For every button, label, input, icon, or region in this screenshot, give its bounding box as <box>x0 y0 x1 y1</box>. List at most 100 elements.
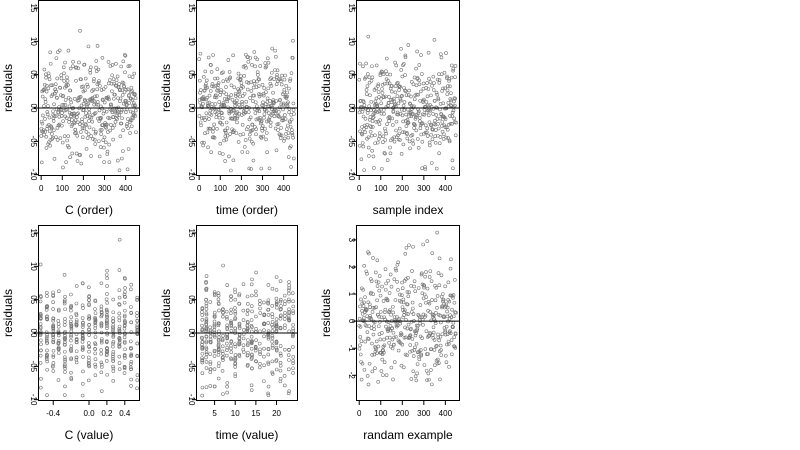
data-point <box>51 116 56 121</box>
data-point <box>287 307 291 312</box>
data-point <box>288 120 292 125</box>
data-point <box>406 107 410 112</box>
data-point <box>69 376 74 380</box>
data-point <box>431 330 436 335</box>
data-point <box>250 293 254 298</box>
data-point <box>263 102 268 106</box>
data-point <box>451 293 456 297</box>
data-point <box>200 317 205 322</box>
data-point <box>433 140 438 145</box>
data-point <box>359 157 364 162</box>
data-point <box>372 166 376 170</box>
data-point <box>453 133 458 138</box>
data-point <box>216 301 221 305</box>
data-point <box>437 141 442 146</box>
data-point <box>47 77 52 82</box>
data-point <box>451 314 456 319</box>
data-point <box>291 101 296 106</box>
y-tick-label: -2 <box>347 372 356 380</box>
data-point <box>390 326 394 330</box>
data-point <box>200 116 204 121</box>
data-point <box>120 88 125 93</box>
data-point <box>436 122 440 126</box>
data-point <box>413 374 418 379</box>
data-point <box>414 128 419 133</box>
data-point <box>111 77 116 81</box>
x-tick-label: 0 <box>357 184 362 193</box>
data-point <box>402 130 407 135</box>
data-point <box>130 98 135 102</box>
data-point <box>263 61 268 65</box>
data-point <box>94 59 99 63</box>
data-point <box>55 96 59 100</box>
data-point <box>376 84 380 88</box>
data-point <box>238 94 242 99</box>
data-point <box>245 343 250 347</box>
data-point <box>435 230 439 235</box>
data-point <box>417 78 421 83</box>
data-point <box>452 300 457 305</box>
data-point <box>204 385 209 389</box>
data-point <box>448 84 452 89</box>
data-point <box>51 318 55 323</box>
data-point <box>402 310 407 314</box>
data-point <box>82 62 87 67</box>
data-point <box>420 121 425 125</box>
data-point <box>394 334 398 339</box>
data-point <box>87 125 92 130</box>
data-point <box>424 295 428 299</box>
data-point <box>221 333 225 338</box>
data-point <box>224 85 228 89</box>
data-point <box>379 369 384 373</box>
data-point <box>364 307 368 311</box>
data-point <box>386 320 391 324</box>
data-point <box>255 70 260 75</box>
data-point <box>408 101 412 106</box>
data-point <box>291 309 295 313</box>
data-point <box>200 328 205 332</box>
data-point <box>217 321 221 326</box>
data-point <box>277 114 282 119</box>
data-point <box>245 105 249 109</box>
data-point <box>278 316 283 321</box>
data-point <box>216 353 221 357</box>
data-point <box>223 159 227 163</box>
data-point <box>369 317 374 321</box>
data-point <box>364 308 368 313</box>
data-point <box>69 100 73 105</box>
data-point <box>391 310 396 315</box>
data-point <box>99 348 104 352</box>
data-point <box>105 292 109 296</box>
data-point <box>453 103 457 108</box>
data-point <box>235 116 239 121</box>
data-point <box>270 320 275 324</box>
data-point <box>244 65 248 70</box>
data-point <box>205 101 210 106</box>
data-point <box>99 321 104 325</box>
data-point <box>411 306 415 311</box>
data-point <box>223 130 228 135</box>
data-point <box>87 317 91 321</box>
data-point <box>212 293 217 298</box>
data-point <box>202 88 207 93</box>
data-point <box>406 322 411 327</box>
data-point <box>212 325 217 329</box>
data-point <box>245 323 250 328</box>
data-point <box>204 366 209 370</box>
data-point <box>403 308 407 312</box>
data-point <box>259 119 263 124</box>
data-point <box>235 120 239 125</box>
data-point <box>123 290 127 294</box>
data-point <box>204 307 209 311</box>
data-point <box>410 133 415 137</box>
data-point <box>253 55 258 60</box>
data-point <box>210 107 214 111</box>
data-point <box>93 94 97 99</box>
data-point <box>377 122 382 126</box>
data-point <box>274 148 279 153</box>
data-point <box>420 112 425 117</box>
data-point <box>104 353 109 357</box>
data-point <box>400 130 405 134</box>
plot-frame <box>356 225 460 401</box>
data-point <box>250 366 254 371</box>
